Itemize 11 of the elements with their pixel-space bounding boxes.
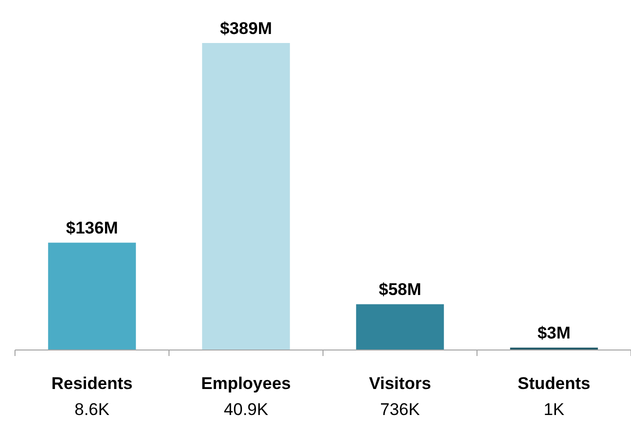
bar: [48, 242, 136, 350]
data-label: $3M: [537, 324, 571, 343]
x-tick-label: Employees 40.9K: [201, 374, 291, 419]
x-tick-label: Visitors 736K: [368, 374, 432, 419]
data-label: $389M: [220, 19, 272, 38]
bar: [356, 304, 444, 350]
data-label: $58M: [378, 280, 422, 300]
x-tick-label: Residents 8.6K: [51, 374, 133, 419]
bar: [202, 43, 290, 350]
data-label: $136M: [66, 218, 118, 238]
x-tick-label: Students 1K: [518, 374, 590, 419]
